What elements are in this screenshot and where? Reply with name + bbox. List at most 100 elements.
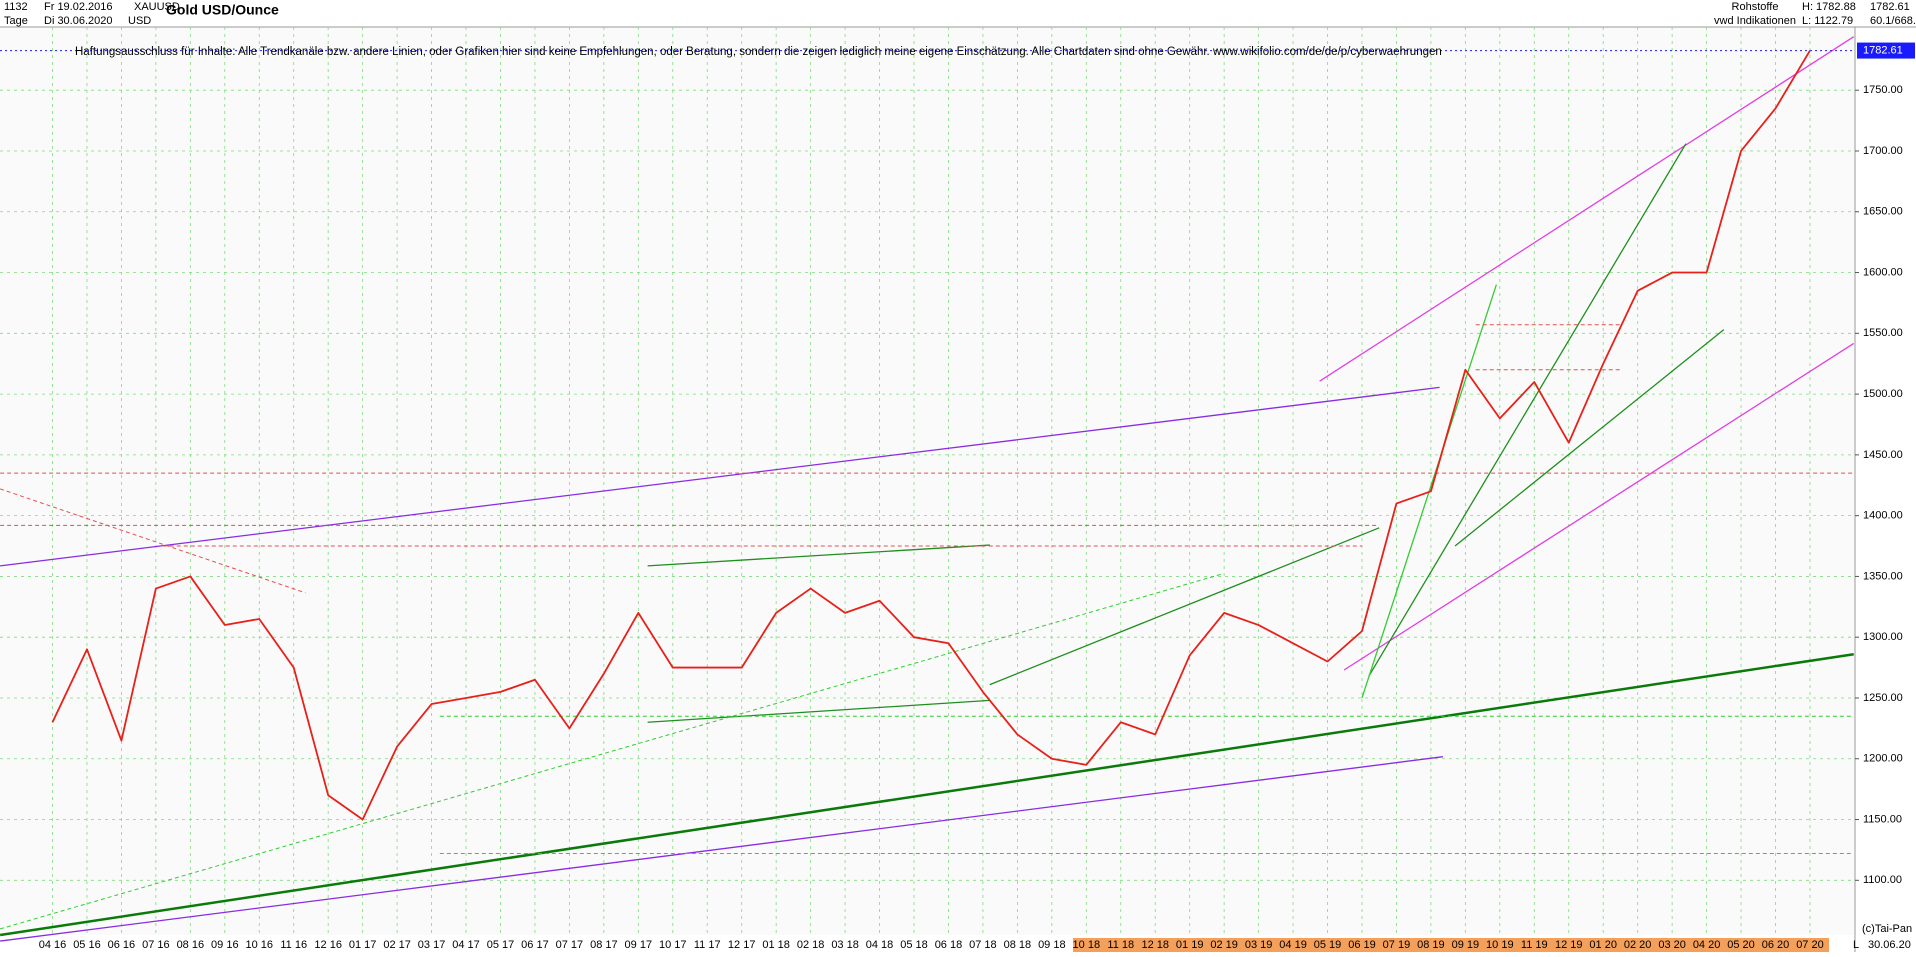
currency: USD (128, 15, 151, 27)
x-tick-label: 01 19 (1176, 939, 1204, 951)
x-tick-label: 01 17 (349, 939, 377, 951)
x-tick-label: 10 18 (1073, 939, 1101, 951)
x-tick-label: 06 17 (521, 939, 549, 951)
trendline (0, 488, 306, 594)
x-axis-highlight (1073, 938, 1829, 952)
y-tick-label: 1650.00 (1863, 206, 1903, 218)
plot-background (0, 27, 1855, 935)
x-tick-label: 05 16 (73, 939, 101, 951)
x-tick-label: 12 16 (314, 939, 342, 951)
x-tick-label: 04 16 (39, 939, 67, 951)
x-tick-label: 06 19 (1348, 939, 1376, 951)
y-tick-label: 1300.00 (1863, 631, 1903, 643)
x-tick-label: 03 18 (831, 939, 859, 951)
x-tick-label: 11 17 (694, 939, 721, 951)
last-value-box (1857, 42, 1915, 59)
x-tick-label: 10 17 (659, 939, 687, 951)
bar-count: 1132 (4, 1, 28, 13)
x-tick-label: 02 17 (383, 939, 411, 951)
symbol: XAUUSD (134, 1, 180, 13)
x-tick-label: 10 16 (245, 939, 273, 951)
x-tick-label: 03 19 (1245, 939, 1273, 951)
x-tick-label: 02 18 (797, 939, 825, 951)
x-tick-label: 06 16 (108, 939, 136, 951)
x-tick-label: 04 17 (452, 939, 480, 951)
marks (0, 27, 1855, 942)
y-tick-label: 1150.00 (1863, 813, 1902, 825)
high: H: 1782.88 (1802, 1, 1856, 13)
y-tick-label: 1400.00 (1863, 510, 1903, 522)
x-tick-label: 06 20 (1762, 939, 1790, 951)
x-tick-label: 12 17 (728, 939, 756, 951)
trendline (647, 699, 990, 723)
trendline (0, 386, 1440, 567)
x-tick-label: 02 19 (1210, 939, 1238, 951)
y-tick-label: 1750.00 (1863, 84, 1903, 96)
y-tick-label: 1550.00 (1863, 327, 1903, 339)
x-tick-label: 07 19 (1383, 939, 1411, 951)
x-tick-label: 11 18 (1107, 939, 1134, 951)
trendline (989, 527, 1380, 686)
x-tick-label: 10 19 (1486, 939, 1514, 951)
trendline (647, 544, 990, 567)
y-tick-label: 1250.00 (1863, 692, 1903, 704)
trendline (0, 573, 1223, 930)
x-tick-label: 07 18 (969, 939, 997, 951)
x-tick-label: 12 18 (1141, 939, 1169, 951)
x-tick-label: 11 19 (1521, 939, 1548, 951)
y-tick-label: 1600.00 (1863, 266, 1903, 278)
x-tick-label: 08 17 (590, 939, 618, 951)
low: L: 1122.79 (1802, 15, 1853, 27)
chart-title: Gold USD/Ounce (166, 2, 279, 18)
period: Tage (4, 15, 28, 27)
x-tick-label: 07 17 (556, 939, 584, 951)
date-from: Fr 19.02.2016 (44, 1, 113, 13)
y-tick-label: 1200.00 (1863, 753, 1903, 765)
trendline (1343, 342, 1855, 671)
x-tick-label: 03 17 (418, 939, 446, 951)
source: vwd Indikationen (1714, 15, 1796, 27)
y-tick-label: 1450.00 (1863, 449, 1903, 461)
y-tick-label: 1500.00 (1863, 388, 1903, 400)
x-tick-label: 09 17 (625, 939, 653, 951)
x-tick-label: 05 20 (1727, 939, 1755, 951)
date-to: Di 30.06.2020 (44, 15, 113, 27)
extra: 60.1/668.8 (1870, 15, 1916, 27)
x-tick-label: 09 18 (1038, 939, 1066, 951)
x-tick-label: 03 20 (1658, 939, 1686, 951)
disclaimer: Haftungsausschluss für Inhalte: Alle Tre… (75, 46, 1442, 58)
y-tick-label: 1350.00 (1863, 570, 1903, 582)
y-tick-label: 1100.00 (1863, 874, 1902, 886)
last-value-label: 1782.61 (1863, 44, 1903, 56)
x-tick-label: 01 20 (1589, 939, 1617, 951)
price-line (51, 50, 1811, 821)
x-tick-label: 09 19 (1452, 939, 1480, 951)
x-tick-label: 08 16 (177, 939, 205, 951)
x-tick-label: 04 19 (1279, 939, 1307, 951)
x-tick-label: 04 18 (866, 939, 894, 951)
x-tick-label: 07 20 (1796, 939, 1824, 951)
x-tick-label: 12 19 (1555, 939, 1583, 951)
x-tick-label: 05 19 (1314, 939, 1342, 951)
x-tick-label: 06 18 (935, 939, 963, 951)
trendline (1368, 143, 1687, 677)
x-tick-label: 04 20 (1693, 939, 1721, 951)
footer-date: 30.06.20 (1868, 939, 1911, 951)
copyright: (c)Tai-Pan (1862, 923, 1912, 935)
trendline (0, 756, 1444, 942)
x-tick-label: 05 17 (487, 939, 515, 951)
x-tick-label: 02 20 (1624, 939, 1652, 951)
trendline (0, 652, 1854, 937)
last: 1782.61 (1870, 1, 1910, 13)
x-tick-label: 09 16 (211, 939, 239, 951)
scale-label: L (1853, 939, 1859, 951)
trendline (1454, 329, 1725, 547)
group: Rohstoffe (1732, 1, 1779, 13)
x-tick-label: 05 18 (900, 939, 928, 951)
x-tick-label: 08 18 (1004, 939, 1032, 951)
x-tick-label: 01 18 (762, 939, 790, 951)
y-tick-label: 1700.00 (1863, 145, 1903, 157)
trendline (1319, 36, 1855, 382)
